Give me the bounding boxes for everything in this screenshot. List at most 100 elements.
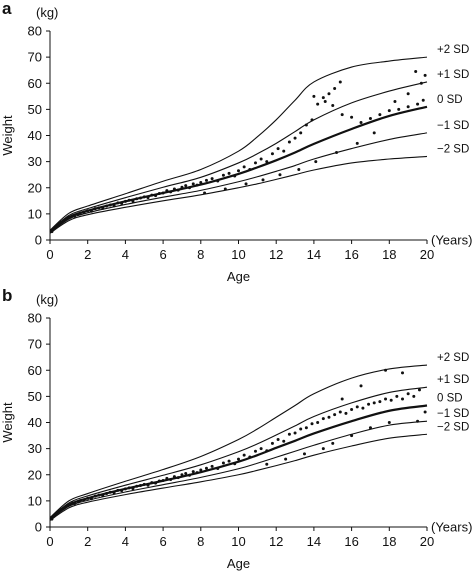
data-point — [73, 214, 77, 218]
data-point — [423, 410, 427, 414]
data-point — [157, 191, 161, 195]
data-point — [216, 466, 220, 470]
data-point — [146, 483, 150, 487]
data-point — [131, 487, 135, 491]
data-point — [278, 173, 282, 177]
data-point — [327, 415, 331, 419]
x-tick-label: 18 — [382, 534, 396, 549]
data-point — [73, 501, 77, 505]
data-point — [131, 199, 135, 203]
data-point — [282, 149, 286, 153]
data-point — [135, 484, 139, 488]
data-point — [400, 371, 404, 375]
data-point — [350, 434, 354, 438]
data-point — [378, 113, 382, 117]
x-tick-label: 20 — [420, 247, 434, 262]
data-point — [86, 209, 90, 213]
data-point — [112, 491, 116, 495]
y-tick-label: 30 — [28, 441, 42, 456]
sd-label-0: +2 SD — [437, 352, 469, 364]
x-tick-label: 16 — [344, 534, 358, 549]
data-point — [97, 206, 101, 210]
data-point — [304, 426, 308, 430]
data-point — [116, 488, 120, 492]
data-point — [242, 453, 246, 457]
sd-label-0: +2 SD — [437, 44, 469, 56]
sd-curve-4 — [49, 433, 428, 521]
data-point — [195, 183, 199, 187]
x-tick-label: 0 — [46, 534, 53, 549]
data-point — [299, 131, 303, 135]
data-point — [310, 422, 314, 426]
data-point — [350, 115, 354, 119]
data-point — [157, 479, 161, 483]
sd-label-1: +1 SD — [437, 69, 469, 81]
x-tick-label: 4 — [122, 247, 129, 262]
data-point — [127, 486, 131, 490]
data-point — [123, 199, 127, 203]
data-point — [359, 120, 363, 124]
y-unit-label: (kg) — [36, 5, 58, 20]
data-point — [97, 493, 101, 497]
data-point — [344, 411, 348, 415]
data-point — [78, 499, 82, 503]
data-point — [169, 190, 173, 194]
data-point — [323, 100, 327, 104]
y-axis-title: Weight — [0, 402, 15, 443]
data-point — [227, 459, 231, 463]
data-point — [248, 455, 252, 459]
data-point — [161, 478, 165, 482]
data-point — [105, 204, 109, 208]
x-tick-label: 4 — [122, 534, 129, 549]
data-point — [123, 487, 127, 491]
data-point — [101, 494, 105, 498]
sd-curve-3 — [49, 132, 428, 233]
data-point — [265, 160, 269, 164]
data-point — [199, 181, 203, 185]
data-point — [253, 449, 257, 453]
x-tick-label: 8 — [197, 247, 204, 262]
data-point — [261, 178, 265, 182]
data-point — [52, 514, 56, 518]
data-point — [389, 398, 393, 402]
sd-label-1: +1 SD — [437, 374, 469, 386]
x-tick-label: 18 — [382, 247, 396, 262]
sd-curve-1 — [49, 386, 428, 519]
y-tick-label: 60 — [28, 363, 42, 378]
data-point — [184, 471, 188, 475]
data-point — [227, 171, 231, 175]
x-tick-label: 6 — [159, 247, 166, 262]
data-point — [204, 466, 208, 470]
data-point — [54, 225, 58, 229]
y-tick-label: 60 — [28, 76, 42, 91]
data-point — [321, 447, 325, 451]
data-point — [331, 103, 335, 107]
data-point — [333, 86, 337, 90]
data-point — [191, 182, 195, 186]
x-tick-label: 2 — [84, 534, 91, 549]
y-tick-label: 50 — [28, 389, 42, 404]
data-point — [259, 447, 263, 451]
x-tick-label: 8 — [197, 534, 204, 549]
y-tick-label: 0 — [35, 233, 42, 248]
data-point — [138, 196, 142, 200]
data-point — [331, 441, 335, 445]
data-point — [321, 96, 325, 100]
data-point — [299, 427, 303, 431]
data-point — [187, 473, 191, 477]
sd-curve-0 — [49, 364, 428, 519]
data-point — [368, 117, 372, 121]
data-point — [368, 426, 372, 430]
sd-label-2: 0 SD — [437, 94, 463, 106]
data-point — [265, 449, 269, 453]
y-tick-label: 20 — [28, 467, 42, 482]
data-point — [355, 141, 359, 145]
y-tick-label: 10 — [28, 493, 42, 508]
x-tick-label: 6 — [159, 534, 166, 549]
data-point — [101, 206, 105, 210]
data-point — [395, 394, 399, 398]
data-point — [335, 150, 339, 154]
data-point — [416, 419, 420, 423]
data-point — [165, 189, 169, 193]
